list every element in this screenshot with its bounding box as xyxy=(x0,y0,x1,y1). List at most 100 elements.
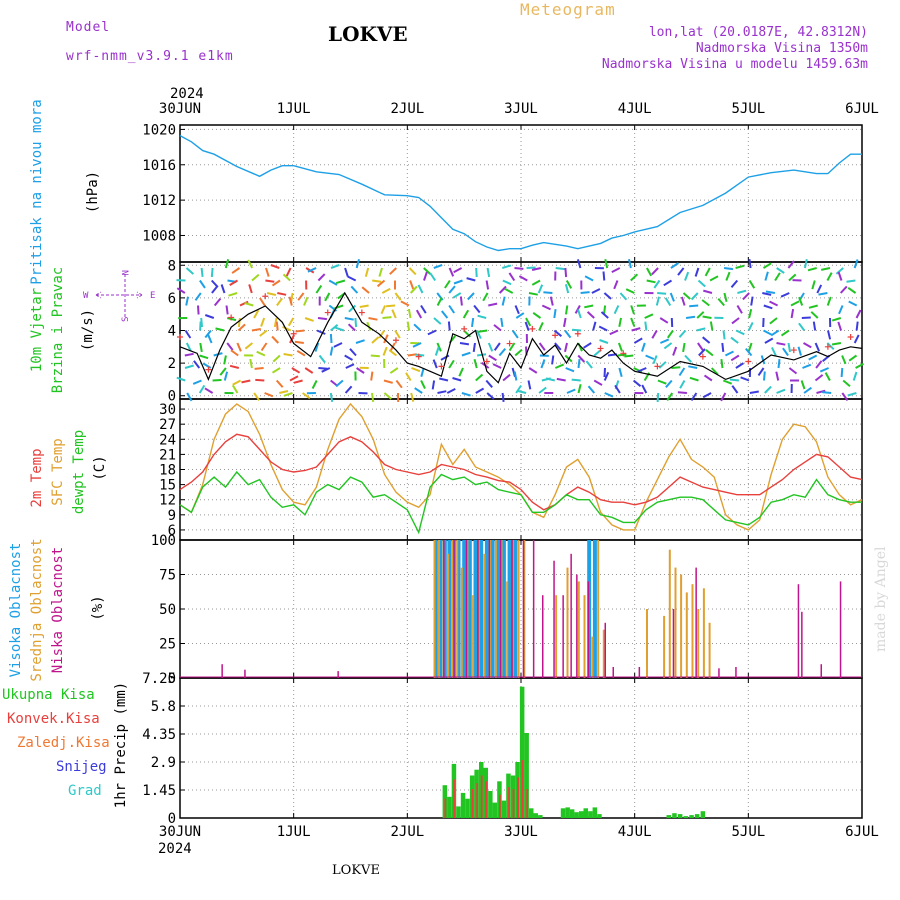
total-rain-bar xyxy=(519,686,525,818)
low-cloud-bar xyxy=(221,664,223,678)
wind-arrow xyxy=(531,279,541,286)
wind-arrow xyxy=(420,304,427,314)
mid-cloud-bar xyxy=(506,581,509,678)
wind-arrow xyxy=(810,311,819,319)
wind-arrow xyxy=(598,325,608,332)
wind-arrow xyxy=(848,300,858,307)
mid-cloud-bar xyxy=(685,592,688,678)
wind-arrow xyxy=(602,271,606,281)
wind-arrow xyxy=(381,287,391,294)
wind-arrow xyxy=(831,342,842,346)
mid-cloud-bar xyxy=(577,581,580,678)
wind-arrow xyxy=(185,296,189,306)
wind-arrow xyxy=(271,335,280,344)
wind-gust-marker xyxy=(529,325,536,332)
wind-arrow xyxy=(730,279,739,288)
wind-arrow xyxy=(532,311,542,319)
wind-arrow xyxy=(513,371,518,381)
wind-arrow xyxy=(847,392,857,397)
time-label-top: 4JUL xyxy=(618,101,652,117)
wind-arrow xyxy=(231,384,239,394)
wind-arrow xyxy=(210,267,214,278)
convective-rain-bar xyxy=(517,777,519,818)
wind-arrow xyxy=(260,317,266,327)
mid-cloud-bar xyxy=(708,622,711,678)
wind-arrow xyxy=(641,384,648,394)
wind-arrow xyxy=(652,355,658,365)
wind-arrow xyxy=(314,342,320,352)
wind-arrow xyxy=(473,304,481,314)
wind-arrow xyxy=(531,267,542,271)
wind-arrow xyxy=(780,292,790,298)
temp-unit-label: (C) xyxy=(92,455,108,480)
wind-arrow xyxy=(684,271,690,281)
wind-arrow xyxy=(282,273,291,282)
total-rain-bar xyxy=(529,808,534,818)
wind-arrow xyxy=(780,329,790,337)
wind-arrow xyxy=(432,359,438,369)
time-label-top: 30JUN xyxy=(159,101,201,117)
mid-cloud-label: Srednja Oblacnost xyxy=(29,538,45,681)
wind-arrow xyxy=(787,260,795,269)
wind-arrow xyxy=(194,292,202,301)
wind-arrow xyxy=(380,305,387,315)
wind-arrow xyxy=(288,296,293,306)
mid-cloud-bar xyxy=(438,540,440,678)
wind-arrow xyxy=(555,267,565,271)
y-tick-label: 2 xyxy=(168,356,176,372)
wind-arrow xyxy=(251,328,261,332)
wind-arrow xyxy=(273,317,278,328)
wind-label-2: Brzina i Pravac xyxy=(50,267,66,393)
wind-arrow xyxy=(448,267,455,277)
wind-arrow xyxy=(291,367,301,374)
wind-arrow xyxy=(826,296,832,306)
wind-arrow xyxy=(565,367,575,373)
wind-arrow xyxy=(749,390,759,394)
wind-arrow xyxy=(764,271,769,281)
wind-arrow xyxy=(364,267,370,277)
low-cloud-bar xyxy=(522,540,525,678)
wind-arrow xyxy=(835,267,844,275)
wind-arrow xyxy=(701,299,710,307)
wind-arrow xyxy=(820,267,831,271)
wind-arrow xyxy=(671,366,681,369)
wind-arrow xyxy=(837,321,843,331)
wind-arrow xyxy=(553,329,563,337)
high-cloud-bar xyxy=(587,540,592,678)
precip-legend-item: Zaledj.Kisa xyxy=(17,735,110,751)
wind-arrow xyxy=(710,367,719,376)
wind-arrow xyxy=(260,342,268,352)
wind-arrow xyxy=(228,292,238,297)
wind-arrow xyxy=(335,326,345,332)
wind-arrow xyxy=(328,279,338,286)
wind-arrow xyxy=(723,292,728,302)
meteogram-title: Meteogram xyxy=(520,0,616,19)
wind-arrow xyxy=(459,296,463,306)
dewpoint-line xyxy=(179,470,862,535)
y-tick-label: 9 xyxy=(168,508,176,524)
wind-arrow xyxy=(617,342,623,352)
wind-arrow xyxy=(677,267,685,276)
wind-arrow xyxy=(411,367,421,373)
low-cloud-bar xyxy=(612,667,614,678)
total-rain-bar xyxy=(672,813,677,818)
wind-arrow xyxy=(247,259,254,269)
time-label-bottom: 1JUL xyxy=(277,824,311,840)
high-cloud-bar xyxy=(513,540,518,678)
wind-arrow xyxy=(576,259,582,269)
wind-arrow xyxy=(192,379,202,385)
mid-cloud-bar xyxy=(555,595,558,678)
high-cloud-bar xyxy=(490,540,495,678)
wind-gust-marker xyxy=(483,358,490,365)
wind-arrow xyxy=(776,267,785,274)
wind-arrow xyxy=(382,316,392,319)
low-cloud-bar xyxy=(695,567,697,678)
wind-arrow xyxy=(485,379,493,388)
wind-arrow xyxy=(554,342,562,351)
convective-rain-bar xyxy=(499,794,501,818)
wind-arrow xyxy=(763,371,766,381)
wind-arrow xyxy=(565,305,569,315)
wind-arrow xyxy=(475,373,484,382)
wind-arrow xyxy=(348,304,357,313)
wind-arrow xyxy=(737,289,747,294)
